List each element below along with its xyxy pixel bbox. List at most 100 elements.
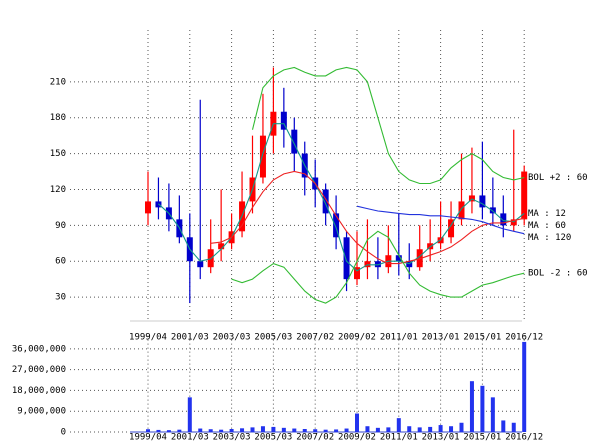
y-tick-label: 210: [50, 77, 66, 87]
legend-label: MA : 60: [528, 221, 566, 231]
y-tick-label: 120: [50, 185, 66, 195]
candle-body: [354, 267, 360, 280]
bar: [417, 427, 422, 432]
candle-body: [406, 261, 413, 268]
bar: [480, 385, 485, 432]
x-tick-label: 2009/02: [338, 433, 376, 443]
bar: [240, 428, 245, 432]
bar: [292, 428, 297, 432]
x-tick-label: 1999/04: [129, 333, 167, 343]
legend-label: MA : 120: [528, 233, 571, 243]
x-tick-label: 1999/04: [129, 433, 167, 443]
candle-body: [521, 171, 528, 220]
bar: [281, 427, 286, 432]
x-tick-label: 2003/03: [213, 333, 251, 343]
candle-body: [145, 201, 151, 214]
x-tick-label: 2016/12: [505, 333, 543, 343]
candle-body: [259, 135, 266, 178]
bar: [428, 426, 433, 432]
bar: [449, 426, 454, 432]
bar: [219, 429, 224, 432]
x-tick-label: 2005/03: [254, 333, 292, 343]
candle-body: [218, 243, 225, 250]
x-tick-label: 2011/01: [380, 333, 418, 343]
indicator-line: [158, 123, 525, 272]
candle-body: [291, 129, 298, 154]
x-tick-label: 2001/03: [171, 333, 209, 343]
bar: [511, 422, 516, 432]
y-tick-label: 0: [61, 428, 66, 438]
candle-body: [395, 255, 402, 262]
bar: [355, 413, 359, 432]
y-tick-label: 60: [55, 257, 66, 267]
bar: [490, 397, 495, 432]
y-tick-label: 27,000,000: [12, 365, 66, 375]
bar: [302, 428, 307, 432]
bar: [250, 427, 255, 432]
indicator-line: [356, 205, 525, 235]
bar: [407, 426, 412, 432]
bar: [156, 429, 161, 432]
bar: [208, 429, 213, 432]
bar: [469, 381, 474, 432]
bar: [177, 429, 182, 432]
indicator-line: [251, 66, 525, 185]
x-tick-label: 2007/02: [296, 333, 334, 343]
x-tick-label: 2013/01: [422, 333, 460, 343]
candle-body: [374, 261, 381, 268]
candle-body: [280, 111, 287, 130]
bar: [198, 428, 203, 432]
y-tick-label: 18,000,000: [12, 386, 66, 396]
bar: [334, 429, 339, 432]
y-tick-label: 36,000,000: [12, 344, 66, 354]
x-tick-label: 2013/01: [422, 433, 460, 443]
bar: [313, 429, 318, 432]
x-tick-label: 2015/01: [463, 333, 501, 343]
x-tick-label: 2005/03: [254, 433, 292, 443]
y-tick-label: 9,000,000: [17, 407, 66, 417]
bar: [146, 429, 150, 432]
legend-label: MA : 12: [528, 209, 566, 219]
x-tick-label: 2003/03: [213, 433, 251, 443]
y-tick-label: 30: [55, 293, 66, 303]
y-tick-label: 150: [50, 149, 66, 159]
bar: [438, 425, 443, 432]
candle-body: [458, 201, 465, 220]
indicator-line: [231, 230, 525, 304]
bar: [260, 426, 265, 432]
bar: [271, 426, 276, 432]
bar: [323, 429, 328, 432]
bar: [459, 422, 464, 432]
y-tick-label: 90: [55, 221, 66, 231]
bar: [229, 428, 234, 432]
candle-body: [343, 237, 350, 280]
x-tick-label: 2001/03: [171, 433, 209, 443]
candle-body: [364, 261, 371, 268]
indicator-line: [210, 170, 525, 265]
x-tick-label: 2016/12: [505, 433, 543, 443]
candle-body: [322, 189, 329, 214]
bar: [522, 341, 527, 432]
x-tick-label: 2009/02: [338, 333, 376, 343]
x-tick-label: 2011/01: [380, 433, 418, 443]
legend-label: BOL -2 : 60: [528, 269, 588, 279]
x-tick-label: 2015/01: [463, 433, 501, 443]
candle-body: [448, 219, 455, 238]
legend-label: BOL +2 : 60: [528, 173, 588, 183]
candle-body: [500, 213, 507, 226]
bar: [187, 397, 192, 432]
candle-body: [197, 261, 204, 268]
x-tick-label: 2007/02: [296, 433, 334, 443]
bar: [386, 427, 391, 432]
candle-body: [479, 195, 486, 208]
bar: [344, 428, 349, 432]
bar: [365, 426, 370, 432]
bar: [501, 420, 506, 432]
candle-body: [333, 213, 340, 238]
bar: [166, 430, 171, 432]
bar: [396, 418, 401, 432]
y-tick-label: 180: [50, 113, 66, 123]
bar: [375, 427, 380, 432]
